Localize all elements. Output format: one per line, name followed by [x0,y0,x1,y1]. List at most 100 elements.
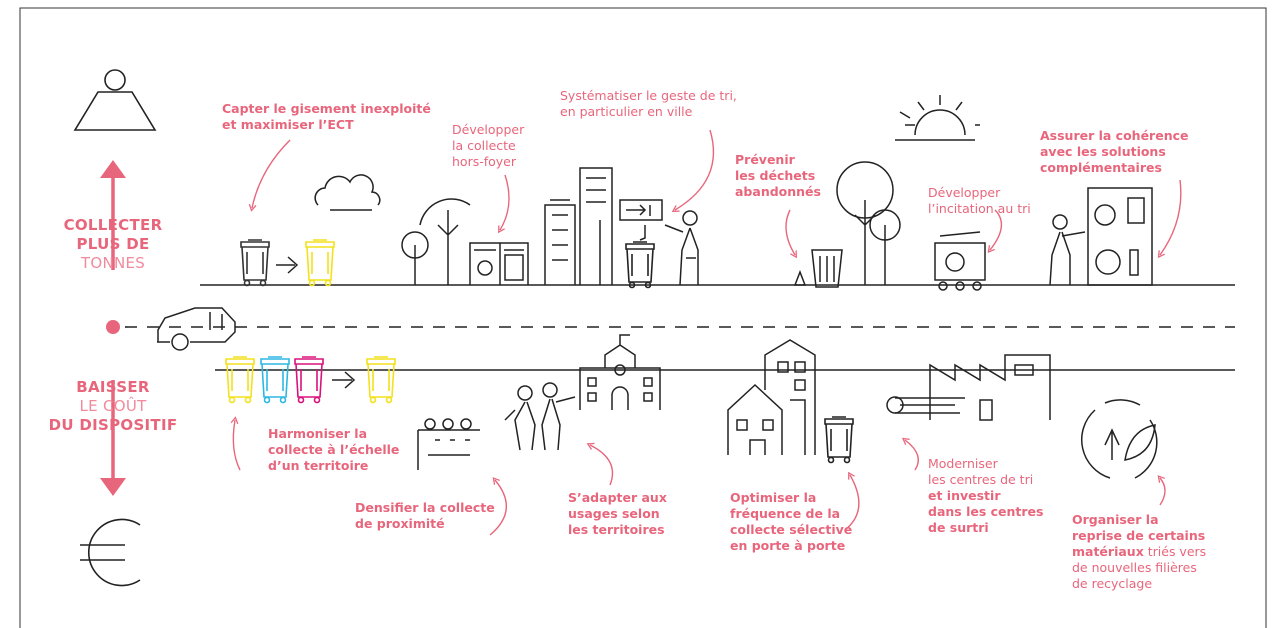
trees-part [420,199,470,225]
euro-icon [80,520,140,586]
annotation-line: de proximité [355,516,495,532]
sun-part [895,95,980,140]
annotation-line: Assurer la cohérence [1040,128,1189,144]
school-part [588,378,596,386]
annotation-line: triés vers [1144,544,1206,559]
annotation-line: en particulier en ville [560,104,737,120]
ground-lines [125,285,1235,370]
sign-part [640,225,645,240]
annotation-line: Prévenir [735,152,821,168]
euro-bin-part [946,253,964,271]
trees-part [855,200,875,285]
annotation: Prévenirles déchetsabandonnés [735,152,821,200]
annotation-line: abandonnés [735,184,821,200]
buildings [545,168,612,285]
school-part [580,335,660,410]
annotation-line: et investir [928,488,1043,504]
truck-part [157,308,235,342]
houses-part [750,440,765,455]
euro-bin-part [973,282,981,290]
annotation-line: dans les centres [928,504,1043,520]
pointer-arrows-part [500,175,509,230]
sign-part [626,205,650,216]
annotation-line: Capter le gisement inexploité [222,101,431,117]
annotation: Optimiser lafréquence de lacollecte séle… [730,490,852,554]
hors-foyer-bins-part [505,255,523,280]
pointer-arrows-part [675,130,713,210]
buildings-part [545,200,575,285]
annotation-line: hors-foyer [452,154,524,170]
people-part [518,386,532,400]
houses [728,340,815,455]
axis-arrow-part [106,320,120,334]
machine-part [1130,250,1138,275]
factory [887,355,1050,420]
annotation-line: Systématiser le geste de tri, [560,88,737,104]
annotation-line: Densifier la collecte [355,500,495,516]
annotation-line: les territoires [568,522,667,538]
school-part [612,387,628,410]
euro-bin-part [935,232,985,280]
hors-foyer-bins [470,243,528,285]
litter-bin-part [795,272,805,285]
annotation-line: en porte à porte [730,538,852,554]
arrow-part [332,372,354,388]
pointer-arrows-part [1160,180,1181,255]
pointer-arrows-part [233,420,240,470]
annotation-line: de surtri [928,520,1043,536]
cloud-part [315,175,380,205]
pointer-arrows-part [252,140,290,208]
annotation-line: Organiser la [1072,512,1206,528]
annotation: S’adapter auxusages selonles territoires [568,490,667,538]
recycle-part [1105,430,1119,460]
axis-label: COLLECTER [38,216,188,235]
recycle-part [1082,400,1157,478]
euro-bin-part [939,282,947,290]
people [505,383,575,450]
axis-label: TONNES [38,254,188,273]
axis-up: COLLECTER PLUS DE TONNES [38,216,188,273]
euro-icon-part [80,545,125,560]
calendar-part [418,430,480,470]
litter-bin-part [812,250,842,287]
annotation-line: les centres de tri [928,472,1043,488]
sign [620,200,662,240]
infographic: COLLECTER PLUS DE TONNES BAISSER LE COÛT… [0,0,1286,628]
blue-bin [261,357,289,403]
axis-label: LE COÛT [38,397,188,416]
annotation-line: et maximiser l’ECT [222,117,431,133]
machine-part [1095,205,1115,225]
arrow-part [276,257,297,273]
yellow-bin [306,240,334,286]
weight-icon-part [105,70,125,90]
houses-part [795,380,805,390]
euro-bin-part [956,282,964,290]
annotation-line: collecte sélective [730,522,852,538]
machine-part [1096,250,1120,274]
calendar-part [443,419,453,429]
calendar-part [461,419,471,429]
axis-label: DU DISPOSITIF [38,416,188,435]
annotation-line: Harmoniser la [268,426,399,442]
weight-icon [75,70,155,130]
annotation-line: S’adapter aux [568,490,667,506]
axis-arrow [100,160,126,496]
machine [1088,188,1152,285]
litter-bin [795,250,842,287]
annotation-line: collecte à l’échelle [268,442,399,458]
school [580,335,660,410]
axis-label: PLUS DE [38,235,188,254]
annotation: Capter le gisement inexploitéet maximise… [222,101,431,133]
annotation-line: d’un territoire [268,458,399,474]
annotation: Moderniser les centres de tri et investi… [928,456,1043,536]
grey-bin [241,240,269,286]
pointer-arrows-part [786,210,795,255]
annotation-line: avec les solutions [1040,144,1189,160]
yellow-bin [226,357,254,403]
annotation-line: de nouvelles filières [1072,560,1206,576]
annotation-line: usages selon [568,506,667,522]
euro-icon-part [89,520,140,586]
